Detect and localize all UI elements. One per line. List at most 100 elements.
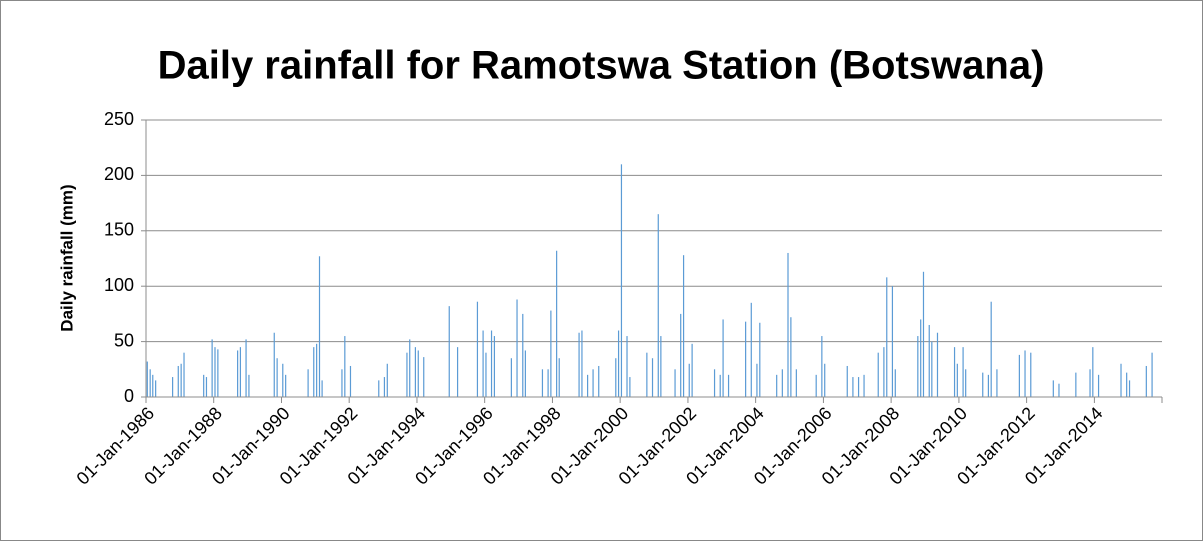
bar (617, 330, 620, 397)
bar (152, 374, 154, 397)
bar (541, 369, 544, 397)
bar (180, 363, 182, 397)
bar (691, 343, 693, 397)
y-tick-label: 200 (104, 164, 134, 184)
bar (285, 374, 287, 397)
bar (406, 352, 408, 397)
bar (237, 350, 239, 397)
bar (962, 347, 964, 397)
bar (1018, 354, 1020, 397)
bar (448, 306, 450, 397)
bar (965, 369, 967, 397)
bar (1058, 383, 1060, 397)
bar (852, 377, 854, 397)
bar (987, 374, 990, 397)
bar (556, 250, 558, 397)
bar (936, 332, 939, 397)
bar (620, 164, 623, 397)
bar (490, 330, 493, 397)
bar (522, 313, 524, 397)
bar (846, 365, 848, 397)
bar (485, 352, 487, 397)
bar (245, 339, 247, 397)
bar (349, 365, 352, 397)
bar (211, 339, 213, 397)
bar (1024, 350, 1026, 397)
bar (524, 350, 526, 397)
bar (321, 380, 323, 397)
y-tick-label: 150 (104, 220, 134, 240)
bar (646, 352, 648, 397)
bar (383, 377, 386, 397)
y-tick-label: 250 (104, 109, 134, 129)
bar (316, 343, 318, 397)
bar (482, 330, 484, 397)
bar (615, 358, 617, 397)
bar (1097, 374, 1100, 397)
bar (931, 341, 933, 397)
bar (682, 255, 685, 397)
bar (1092, 347, 1094, 397)
bar (203, 374, 205, 397)
bar (1075, 372, 1077, 397)
bar (592, 369, 594, 397)
bar (719, 374, 721, 397)
bar (149, 369, 151, 397)
bar (214, 347, 216, 397)
bar (781, 369, 783, 397)
bar (787, 252, 789, 397)
bar (928, 324, 930, 397)
bar (857, 377, 860, 397)
chart-title: Daily rainfall for Ramotswa Station (Bot… (158, 44, 1045, 88)
bar (996, 369, 998, 397)
bar (688, 363, 690, 397)
bar (239, 347, 242, 397)
bar (626, 336, 628, 397)
bar (409, 339, 411, 397)
bar (722, 319, 724, 397)
y-axis-label: Daily rainfall (mm) (57, 184, 76, 331)
bar (248, 374, 250, 397)
bar (713, 369, 716, 397)
bar (727, 374, 730, 397)
bar (423, 357, 425, 397)
bar (776, 374, 778, 397)
bar (273, 332, 275, 397)
bar (756, 363, 758, 397)
bar (587, 374, 589, 397)
bar (386, 363, 388, 397)
bar (205, 377, 208, 397)
bar (886, 277, 888, 397)
bar (146, 361, 148, 397)
bar (307, 369, 309, 397)
bar (1052, 380, 1054, 397)
bar (657, 214, 659, 397)
bar (750, 302, 752, 397)
bar (922, 271, 925, 397)
bar (863, 374, 865, 397)
bar (917, 336, 919, 397)
bar (598, 365, 600, 397)
bar (795, 369, 797, 397)
bar (476, 301, 479, 397)
bar (680, 313, 682, 397)
bar (344, 336, 346, 397)
bar (456, 347, 459, 397)
bar (745, 321, 747, 397)
bar (276, 358, 278, 397)
bar (378, 380, 380, 397)
bar (414, 347, 416, 397)
y-tick-label: 100 (104, 275, 134, 295)
bar (674, 369, 676, 397)
bar (1030, 352, 1032, 397)
bar (417, 350, 419, 397)
bar (920, 319, 922, 397)
bar (759, 322, 761, 397)
bar (581, 330, 583, 397)
bar (177, 365, 179, 397)
bar (956, 363, 958, 397)
bar (558, 358, 560, 397)
bar (660, 336, 662, 397)
